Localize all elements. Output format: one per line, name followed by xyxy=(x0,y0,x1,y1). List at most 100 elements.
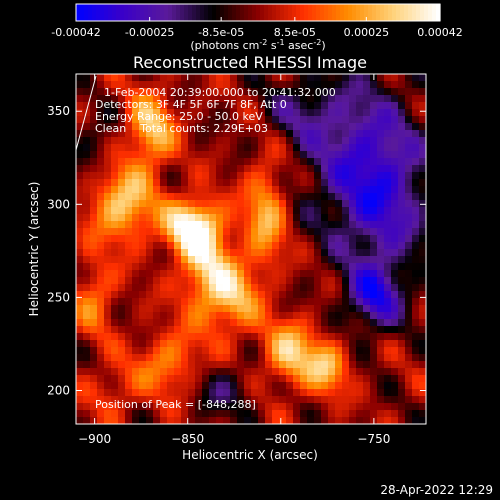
heatmap-cell xyxy=(265,284,273,292)
heatmap-cell xyxy=(223,333,231,341)
heatmap-cell xyxy=(174,249,182,257)
heatmap-cell xyxy=(412,368,420,376)
heatmap-cell xyxy=(265,235,273,243)
heatmap-cell xyxy=(265,165,273,173)
heatmap-cell xyxy=(188,186,196,194)
heatmap-cell xyxy=(167,361,175,369)
heatmap-cell xyxy=(76,354,84,362)
colorbar-cell xyxy=(136,4,141,21)
heatmap-cell xyxy=(76,172,84,180)
heatmap-cell xyxy=(237,277,245,285)
heatmap-cell xyxy=(139,291,147,299)
heatmap-cell xyxy=(125,291,133,299)
heatmap-cell xyxy=(167,123,175,131)
heatmap-cell xyxy=(412,263,420,271)
heatmap-cell xyxy=(223,214,231,222)
heatmap-cell xyxy=(167,130,175,138)
heatmap-cell xyxy=(174,137,182,145)
heatmap-cell xyxy=(349,347,357,355)
heatmap-cell xyxy=(419,333,426,341)
heatmap-cell xyxy=(139,382,147,390)
heatmap-cell xyxy=(244,333,252,341)
heatmap-cell xyxy=(174,375,182,383)
heatmap-cell xyxy=(160,207,168,215)
heatmap-cell xyxy=(405,151,413,159)
heatmap-cell xyxy=(300,389,308,397)
heatmap-cell xyxy=(216,375,224,383)
colorbar-cell xyxy=(88,4,93,21)
colorbar-cell xyxy=(196,4,201,21)
heatmap-cell xyxy=(412,410,420,418)
heatmap-cell xyxy=(90,130,98,138)
heatmap-cell xyxy=(272,354,280,362)
heatmap-cell xyxy=(202,389,210,397)
heatmap-cell xyxy=(335,137,343,145)
heatmap-cell xyxy=(391,256,399,264)
heatmap-cell xyxy=(153,137,161,145)
colorbar-cell xyxy=(340,4,345,21)
heatmap-cell xyxy=(412,144,420,152)
heatmap-cell xyxy=(174,417,182,424)
heatmap-cell xyxy=(328,270,336,278)
colorbar-cell xyxy=(320,4,325,21)
heatmap-cell xyxy=(265,305,273,313)
heatmap-cell xyxy=(412,277,420,285)
heatmap-cell xyxy=(279,396,287,404)
heatmap-cell xyxy=(160,109,168,117)
heatmap-cell xyxy=(405,109,413,117)
heatmap-cell xyxy=(97,340,105,348)
heatmap-cell xyxy=(188,326,196,334)
heatmap-cell xyxy=(244,326,252,334)
heatmap-cell xyxy=(237,151,245,159)
heatmap-cell xyxy=(104,165,112,173)
heatmap-cell xyxy=(258,172,266,180)
heatmap-cell xyxy=(300,102,308,110)
heatmap-cell xyxy=(391,123,399,131)
heatmap-cell xyxy=(286,403,294,411)
heatmap-cell xyxy=(153,396,161,404)
heatmap-cell xyxy=(377,298,385,306)
heatmap-cell xyxy=(174,361,182,369)
heatmap-cell xyxy=(258,116,266,124)
heatmap-cell xyxy=(153,81,161,89)
heatmap-cell xyxy=(321,396,329,404)
heatmap-cell xyxy=(321,256,329,264)
heatmap-cell xyxy=(272,123,280,131)
heatmap-cell xyxy=(188,347,196,355)
heatmap-cell xyxy=(111,284,119,292)
heatmap-cell xyxy=(321,207,329,215)
heatmap-cell xyxy=(76,81,84,89)
heatmap-cell xyxy=(118,382,126,390)
heatmap-cell xyxy=(76,340,84,348)
heatmap-cell xyxy=(174,354,182,362)
colorbar-ticks: -0.00042 -0.00025 -8.5e-05 8.5e-05 0.00025 0.… xyxy=(51,17,463,39)
heatmap-cell xyxy=(76,116,84,124)
heatmap-cell xyxy=(321,123,329,131)
heatmap-cell xyxy=(97,319,105,327)
observation-info: 1-Feb-2004 20:39:00.000 to 20:41:32.000 … xyxy=(95,86,336,135)
heatmap-cell xyxy=(342,221,350,229)
heatmap-cell xyxy=(293,326,301,334)
heatmap-cell xyxy=(398,312,406,320)
heatmap-cell xyxy=(307,270,315,278)
heatmap-cell xyxy=(363,95,371,103)
heatmap-cell xyxy=(314,291,322,299)
colorbar-cell xyxy=(160,4,165,21)
heatmap-cell xyxy=(370,333,378,341)
heatmap-cell xyxy=(146,263,154,271)
heatmap-cell xyxy=(363,347,371,355)
heatmap-cell xyxy=(83,74,91,82)
heatmap-cell xyxy=(230,249,238,257)
heatmap-cell xyxy=(251,263,259,271)
heatmap-cell xyxy=(307,368,315,376)
heatmap-cell xyxy=(370,298,378,306)
heatmap-cell xyxy=(83,396,91,404)
heatmap-cell xyxy=(160,88,168,96)
heatmap-cell xyxy=(202,249,210,257)
heatmap-cell xyxy=(349,165,357,173)
heatmap-cell xyxy=(370,179,378,187)
heatmap-cell xyxy=(377,326,385,334)
heatmap-cell xyxy=(314,242,322,250)
heatmap-cell xyxy=(272,284,280,292)
heatmap-cell xyxy=(370,172,378,180)
